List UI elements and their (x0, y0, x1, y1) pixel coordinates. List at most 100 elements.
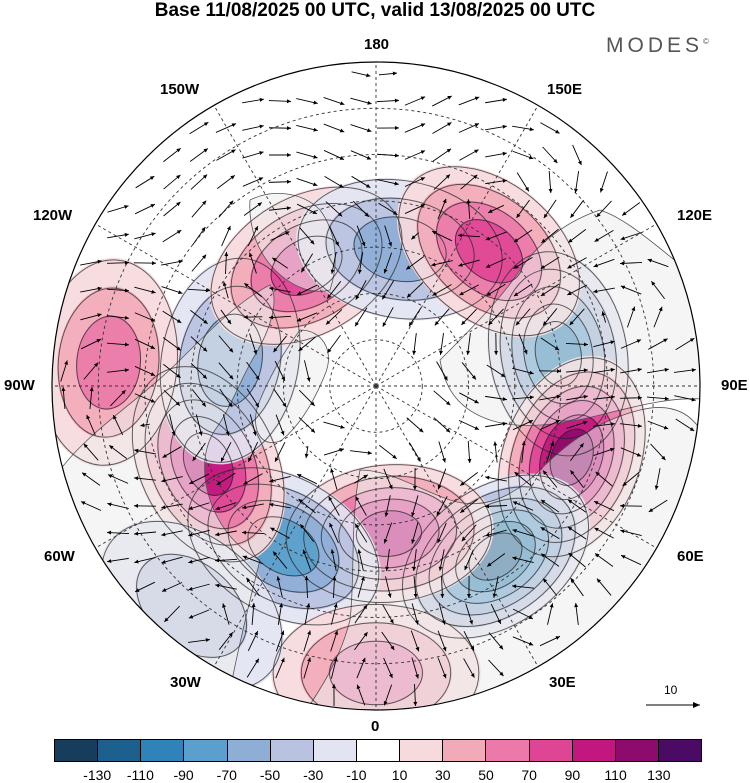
wind-vector-head (244, 283, 249, 288)
wind-vector-head (161, 478, 166, 483)
wind-vector-head (229, 374, 234, 380)
wind-vector-head (254, 226, 258, 231)
wind-vector-head (610, 422, 615, 427)
wind-vector-head (150, 398, 156, 403)
latitude-circle (144, 154, 608, 618)
wind-vector-head (412, 566, 417, 571)
wind-vector-head (255, 375, 260, 380)
wind-vector-head (485, 504, 490, 509)
wind-vector-head (471, 375, 476, 380)
wind-vector-head (415, 674, 419, 679)
contour-line (487, 251, 629, 457)
contour-line (57, 287, 160, 438)
wind-vector-head (636, 452, 642, 457)
wind-vector-head (446, 148, 452, 153)
wind-vector-head (499, 671, 504, 677)
map-disc (52, 62, 700, 710)
wind-vector-head (202, 254, 207, 259)
wind-vector-head (513, 238, 519, 243)
wind-vector-head (297, 291, 302, 295)
contour-line (468, 532, 523, 581)
wind-vector-head (502, 124, 507, 129)
wind-vector-head (61, 387, 66, 392)
colorbar-segment (140, 740, 184, 761)
wind-vector-head (339, 128, 345, 133)
wind-vector-head (306, 603, 311, 608)
contour-line (549, 428, 594, 486)
contour-line (401, 474, 589, 639)
contour-line (230, 202, 383, 329)
wind-vector-head (304, 453, 309, 459)
wind-vector-head (246, 578, 251, 583)
wind-vector-head (610, 395, 615, 400)
wind-vector-head (151, 232, 156, 237)
colorbar-tick-label: 110 (604, 767, 627, 783)
wind-vector-head (593, 263, 599, 268)
contour-line (187, 467, 380, 626)
wind-vector-head (89, 387, 94, 392)
wind-vector-head (140, 423, 145, 428)
wind-vector-head (333, 657, 338, 662)
lon-label-60w: 60W (44, 548, 75, 565)
contour-line (250, 219, 363, 313)
wind-vector-head (334, 630, 339, 635)
wind-vector-head (176, 319, 182, 323)
wind-vector-head (151, 261, 156, 266)
wind-vector-head (286, 153, 291, 158)
wind-vector-head (609, 447, 615, 452)
wind-vector-head (502, 151, 507, 156)
wind-vector-head (420, 177, 426, 181)
wind-vector-head (436, 511, 441, 516)
wind-vector-head (431, 262, 436, 267)
wind-vector-head (568, 238, 573, 243)
lon-label-150e: 150E (547, 81, 583, 98)
lon-label-90e: 90E (721, 377, 748, 394)
wind-vector-head (498, 645, 504, 650)
wind-vector-head (408, 321, 413, 327)
contour-line (197, 313, 263, 407)
wind-vector-head (280, 657, 285, 663)
contour-line (398, 166, 580, 337)
contour-line (207, 483, 360, 610)
colorbar-tick-label: 90 (564, 767, 581, 783)
wind-vector-head (406, 293, 412, 298)
wind-vector-head (621, 555, 626, 559)
wind-vector-head (328, 496, 333, 501)
wind-vector-head (583, 368, 588, 373)
wind-vector-head (272, 257, 277, 262)
contour-line (52, 259, 178, 466)
wind-vector-head (164, 617, 169, 622)
wind-vector-head (689, 427, 695, 431)
wind-vector-head (205, 288, 210, 293)
wind-vector-head (654, 485, 659, 490)
wind-vector-head (637, 423, 642, 428)
colorbar-tick-label: -30 (303, 767, 324, 783)
wind-vector-head (577, 160, 582, 166)
wind-vector-head (432, 231, 437, 235)
wind-vector-head (413, 593, 418, 598)
wind-vector-head (470, 673, 475, 678)
wind-vector-head (307, 657, 311, 662)
wind-vector-head (492, 593, 497, 598)
wind-vector-head (651, 281, 656, 286)
colorbar-tick-label: -90 (173, 767, 194, 783)
wind-vector-head (413, 701, 418, 706)
wind-vector-head (445, 401, 451, 406)
wind-vector-head (203, 148, 208, 153)
wind-vector-head (512, 501, 518, 506)
contour-line (300, 622, 452, 710)
colorbar-segment (312, 740, 356, 761)
wind-vector-head (361, 657, 366, 663)
wind-vector-head (593, 289, 598, 294)
wind-vector-head (273, 347, 278, 353)
wind-vector-head (594, 501, 599, 505)
wind-vector-head (420, 96, 426, 101)
colorbar-segment (269, 740, 313, 761)
wind-vector-head (231, 149, 236, 154)
wind-vector-head (494, 350, 499, 355)
wind-vector-head (415, 646, 420, 652)
wind-vector-head (466, 593, 471, 598)
lon-label-0: 0 (371, 718, 380, 735)
wind-vector-head (392, 71, 398, 76)
